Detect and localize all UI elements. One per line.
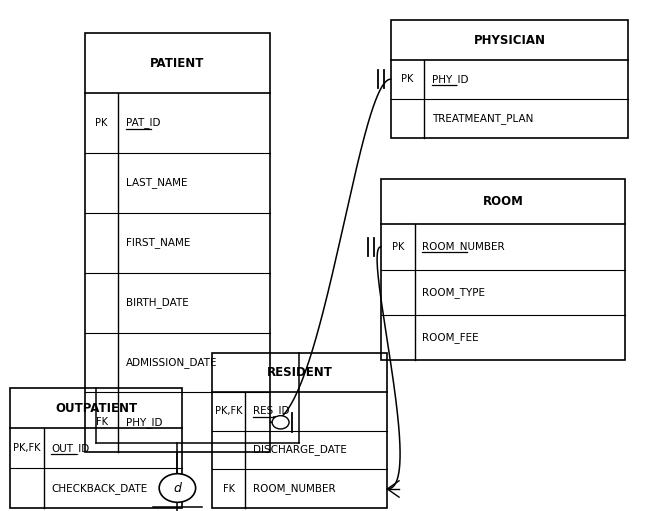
Text: LAST_NAME: LAST_NAME [126,177,187,189]
Text: PAT_ID: PAT_ID [126,118,161,128]
Text: ROOM_FEE: ROOM_FEE [422,332,479,343]
Text: FK: FK [96,417,107,427]
Bar [381,179,625,360]
Text: CHECKBACK_DATE: CHECKBACK_DATE [51,483,148,494]
Text: PK: PK [391,242,404,252]
Text: PATIENT: PATIENT [150,57,204,69]
Bar [381,179,625,360]
Text: RES_ID: RES_ID [253,406,290,416]
Text: ROOM: ROOM [482,195,523,208]
Circle shape [159,474,195,502]
Bar [85,33,270,452]
Bar [10,388,182,508]
Bar [212,353,387,508]
Text: ROOM_NUMBER: ROOM_NUMBER [253,483,336,495]
Text: PHYSICIAN: PHYSICIAN [473,34,546,47]
Bar [10,388,182,508]
Text: ROOM_NUMBER: ROOM_NUMBER [422,241,505,252]
Bar [391,20,628,138]
Bar [391,20,628,138]
Circle shape [272,415,289,429]
Text: PHY_ID: PHY_ID [432,74,469,85]
Text: OUT_ID: OUT_ID [51,443,90,454]
Text: RESIDENT: RESIDENT [266,365,333,379]
Text: TREATMEANT_PLAN: TREATMEANT_PLAN [432,113,534,124]
Text: BIRTH_DATE: BIRTH_DATE [126,297,189,308]
Text: OUTPATIENT: OUTPATIENT [55,402,137,415]
Text: FIRST_NAME: FIRST_NAME [126,237,191,248]
Text: ADMISSION_DATE: ADMISSION_DATE [126,357,218,368]
Bar [212,353,387,508]
Text: FK: FK [223,484,234,494]
Text: DISCHARGE_DATE: DISCHARGE_DATE [253,445,347,455]
Text: PK,FK: PK,FK [215,406,242,416]
Text: ROOM_TYPE: ROOM_TYPE [422,287,486,298]
Text: PK: PK [95,118,108,128]
Text: d: d [173,481,182,495]
Text: PK: PK [401,74,414,84]
Text: PK,FK: PK,FK [13,444,40,453]
Text: PHY_ID: PHY_ID [126,417,163,428]
Bar [85,33,270,452]
